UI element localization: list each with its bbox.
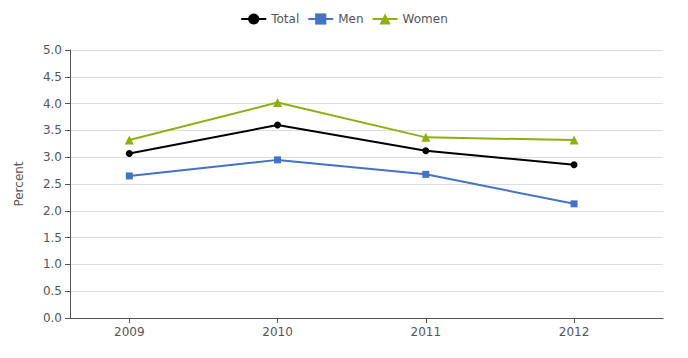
svg-text:0.5: 0.5 [43, 284, 62, 298]
svg-text:Total: Total [270, 12, 299, 26]
svg-text:4.5: 4.5 [43, 70, 62, 84]
svg-text:2009: 2009 [114, 325, 145, 339]
svg-text:Women: Women [403, 12, 448, 26]
svg-text:4.0: 4.0 [43, 97, 62, 111]
svg-text:2010: 2010 [262, 325, 293, 339]
svg-text:1.5: 1.5 [43, 231, 62, 245]
svg-text:2.0: 2.0 [43, 204, 62, 218]
svg-text:3.0: 3.0 [43, 150, 62, 164]
svg-text:2011: 2011 [411, 325, 442, 339]
svg-text:5.0: 5.0 [43, 43, 62, 57]
svg-text:Men: Men [338, 12, 363, 26]
svg-text:Percent: Percent [12, 161, 26, 206]
svg-text:2.5: 2.5 [43, 177, 62, 191]
svg-text:1.0: 1.0 [43, 257, 62, 271]
svg-text:0.0: 0.0 [43, 311, 62, 325]
svg-text:2012: 2012 [559, 325, 590, 339]
svg-text:3.5: 3.5 [43, 123, 62, 137]
